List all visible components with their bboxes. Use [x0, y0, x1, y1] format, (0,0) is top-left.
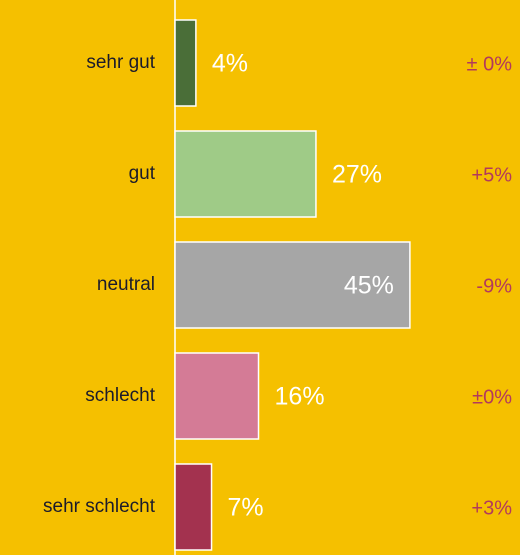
change-label: ±0% — [472, 386, 512, 408]
y-tick-label: sehr schlecht — [43, 496, 156, 517]
change-label: ± 0% — [467, 53, 513, 75]
value-label: 4% — [212, 50, 248, 78]
change-label: +3% — [471, 497, 512, 519]
value-label: 45% — [344, 272, 394, 300]
value-label: 16% — [275, 383, 325, 411]
y-tick-label: gut — [129, 163, 156, 184]
bar — [174, 352, 260, 440]
bar — [174, 19, 197, 107]
y-tick-label: schlecht — [85, 385, 155, 406]
bar — [174, 130, 317, 218]
y-tick-label: sehr gut — [86, 52, 155, 73]
y-tick-label: neutral — [97, 274, 155, 295]
change-label: -9% — [476, 275, 512, 297]
bar — [174, 463, 213, 551]
value-label: 7% — [228, 494, 264, 522]
value-label: 27% — [332, 161, 382, 189]
bar — [174, 241, 411, 329]
change-label: +5% — [471, 164, 512, 186]
